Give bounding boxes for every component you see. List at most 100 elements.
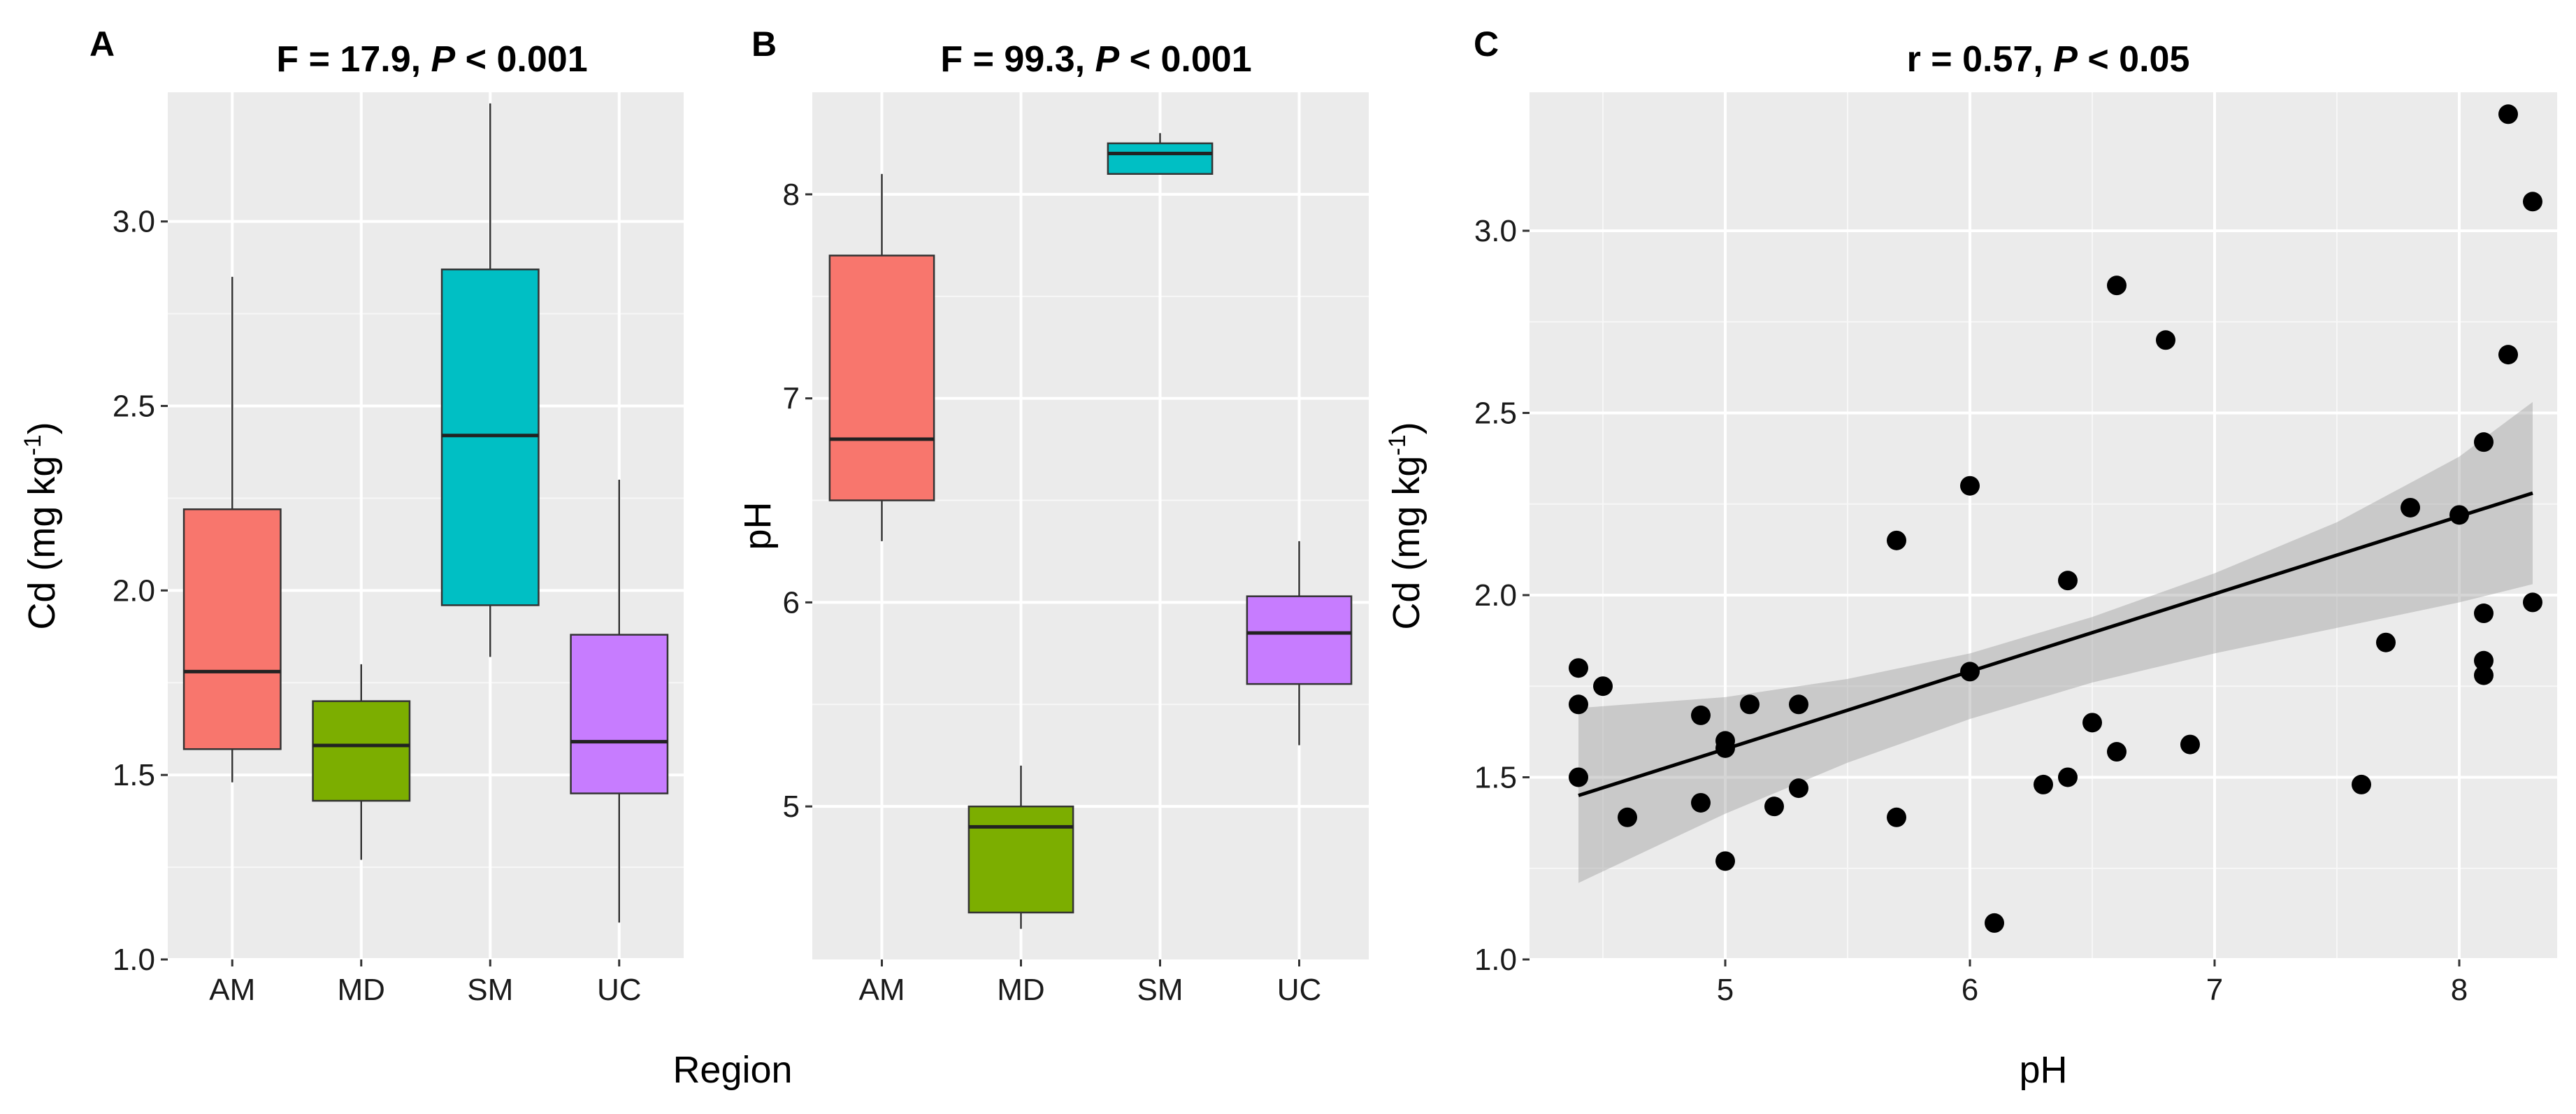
scatter-point <box>2401 497 2420 517</box>
scatter-point <box>1985 913 2004 933</box>
panel-b-x-axis: AM MD SM UC <box>859 959 1322 1007</box>
x-tick-label: 5 <box>1717 973 1734 1007</box>
x-tick-label-am: AM <box>209 973 255 1007</box>
scatter-point <box>2058 767 2078 787</box>
panel-b-plot-background <box>812 92 1369 959</box>
scatter-point <box>1740 694 1760 715</box>
box-md <box>967 765 1074 929</box>
y-tick-label: 6 <box>783 585 800 620</box>
y-tick-label: 2.0 <box>113 573 155 608</box>
scatter-point <box>1887 530 1906 550</box>
panel-a: A F = 17.9, P < 0.001 1.0 1.5 2.0 2.5 3.0 AM… <box>20 24 684 1007</box>
panel-c: C r = 0.57, P < 0.05 1.0 1.5 2.0 2.5 3.0 5 6 7… <box>1384 24 2557 1091</box>
panel-a-y-axis-label: Cd (mg kg-1) <box>20 422 63 629</box>
scatter-point <box>1569 767 1588 787</box>
panel-c-fit-line-group <box>1578 491 2533 797</box>
panel-a-y-axis: 1.0 1.5 2.0 2.5 3.0 <box>113 205 168 977</box>
box-md <box>312 664 411 860</box>
y-tick-label: 2.5 <box>113 390 155 424</box>
panel-b-title: F = 99.3, P < 0.001 <box>940 39 1251 80</box>
scatter-point <box>1887 807 1906 827</box>
x-tick-label-md: MD <box>338 973 385 1007</box>
y-tick-label: 3.0 <box>113 205 155 239</box>
iqr-box <box>828 255 935 501</box>
scatter-point <box>1764 797 1784 817</box>
y-tick-label: 1.0 <box>1474 943 1517 977</box>
scatter-point <box>2523 592 2542 613</box>
y-tick-label: 7 <box>783 382 800 416</box>
x-tick-label: 7 <box>2206 973 2223 1007</box>
scatter-point <box>1569 658 1588 678</box>
panel-c-x-axis-label: pH <box>2019 1049 2067 1091</box>
panel-c-grid <box>1530 92 2557 961</box>
iqr-box <box>1107 142 1214 175</box>
scatter-point <box>1715 851 1735 871</box>
y-tick-label: 1.5 <box>1474 760 1517 794</box>
panel-c-y-axis: 1.0 1.5 2.0 2.5 3.0 <box>1474 214 1530 977</box>
panel-a-marks <box>182 103 669 923</box>
panel-a-title: F = 17.9, P < 0.001 <box>276 39 587 80</box>
scatter-point <box>1569 694 1588 715</box>
iqr-box <box>440 269 540 606</box>
panel-b-y-axis: 5 6 7 8 <box>783 178 812 824</box>
scatter-point <box>2156 330 2175 350</box>
y-tick-label: 2.0 <box>1474 578 1517 613</box>
x-tick-label: 6 <box>1962 973 1978 1007</box>
box-am <box>182 276 282 783</box>
x-tick-label: 8 <box>2451 973 2468 1007</box>
x-tick-label-sm: SM <box>467 973 513 1007</box>
panel-c-x-axis: 5 6 7 8 <box>1717 959 2468 1007</box>
scatter-point <box>2523 192 2542 212</box>
fit-line <box>1578 491 2533 797</box>
scatter-point <box>2107 742 2127 762</box>
panel-c-y-axis-label: Cd (mg kg-1) <box>1384 422 1427 629</box>
iqr-box <box>312 700 411 802</box>
scatter-point <box>1691 705 1711 725</box>
iqr-box <box>182 508 282 750</box>
box-sm <box>440 103 540 657</box>
scatter-point <box>1593 676 1613 697</box>
region-axis-label: Region <box>672 1049 792 1091</box>
iqr-box <box>967 805 1074 914</box>
panel-c-plot-background <box>1530 92 2557 959</box>
panel-b-marks <box>828 133 1353 929</box>
scatter-point <box>2498 104 2518 124</box>
iqr-box <box>1246 595 1353 685</box>
panel-b-y-axis-label: pH <box>737 501 779 550</box>
x-tick-label-uc: UC <box>597 973 642 1007</box>
panel-a-letter: A <box>89 24 115 64</box>
scatter-point <box>2498 345 2518 365</box>
y-tick-label: 8 <box>783 178 800 212</box>
scatter-point <box>2058 571 2078 591</box>
y-tick-label: 1.0 <box>113 943 155 977</box>
scatter-point <box>2474 650 2494 671</box>
panel-b-letter: B <box>751 24 777 64</box>
x-tick-label-am: AM <box>859 973 905 1007</box>
scatter-point <box>2082 713 2102 733</box>
box-am <box>828 173 935 541</box>
y-tick-label: 1.5 <box>113 758 155 792</box>
scatter-point <box>2376 632 2396 652</box>
scatter-point <box>2034 774 2053 794</box>
scatter-point <box>1789 778 1808 799</box>
scatter-point <box>2352 774 2371 794</box>
panel-b: B F = 99.3, P < 0.001 5 6 7 8 AM MD SM UC pH <box>737 24 1369 1007</box>
y-tick-label: 2.5 <box>1474 396 1517 430</box>
x-tick-label-sm: SM <box>1137 973 1183 1007</box>
panel-c-letter: C <box>1474 24 1499 64</box>
scatter-point <box>1691 792 1711 813</box>
scatter-point <box>2180 734 2200 755</box>
scatter-point <box>2474 665 2494 685</box>
scatter-point <box>1960 476 1980 496</box>
panel-c-title: r = 0.57, P < 0.05 <box>1907 39 2190 80</box>
scatter-point <box>2474 432 2494 452</box>
box-uc <box>1246 541 1353 745</box>
y-tick-label: 3.0 <box>1474 214 1517 248</box>
box-uc <box>570 480 669 923</box>
panel-a-x-axis: AM MD SM UC <box>209 959 642 1007</box>
scatter-point <box>2107 276 2127 296</box>
iqr-box <box>570 634 669 794</box>
x-tick-label-uc: UC <box>1277 973 1322 1007</box>
panel-c-points <box>1569 104 2542 933</box>
